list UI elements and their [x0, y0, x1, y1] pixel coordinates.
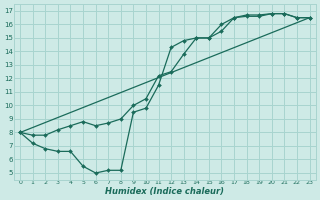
X-axis label: Humidex (Indice chaleur): Humidex (Indice chaleur) — [105, 187, 224, 196]
